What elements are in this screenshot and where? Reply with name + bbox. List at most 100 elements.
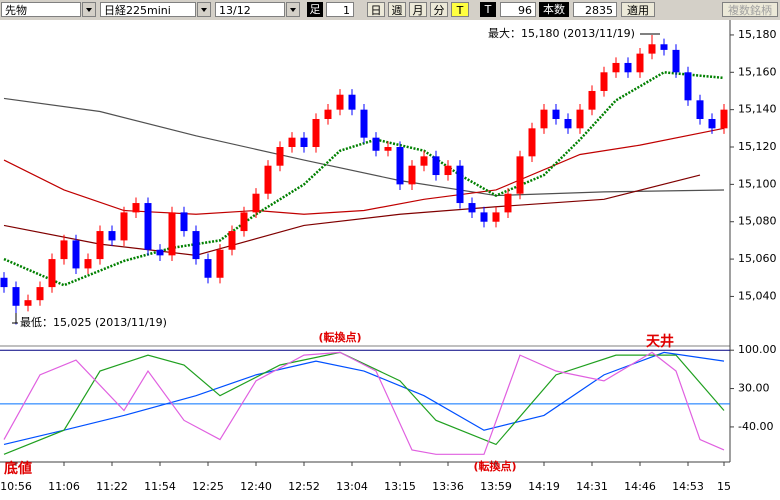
candle-body [48, 259, 56, 288]
x-tick-label: 12:25 [192, 480, 224, 493]
week-button[interactable]: 週 [388, 2, 406, 17]
candle-body [432, 156, 440, 176]
candle-body [24, 300, 32, 306]
candle-body [552, 109, 560, 119]
y-tick-label: 15,080 [738, 215, 777, 228]
count-label: 本数 [539, 2, 569, 17]
candle-body [336, 94, 344, 110]
candle-body [0, 277, 8, 288]
candle-body [444, 165, 452, 176]
candle-body [216, 249, 224, 278]
y-tick-label: -40.00 [738, 420, 773, 433]
candle-body [516, 156, 524, 194]
candle-body [288, 137, 296, 148]
x-tick-label: 11:54 [144, 480, 176, 493]
multi-symbol-button[interactable]: 複数銘柄 [722, 2, 778, 17]
annotation: 最大：15,180 (2013/11/19) [488, 26, 635, 40]
y-tick-label: 15,140 [738, 103, 777, 116]
candle-body [300, 137, 308, 148]
candle-body [372, 137, 380, 151]
candle-body [312, 118, 320, 148]
symbol-select[interactable]: 日経225mini [100, 2, 196, 17]
candle-body [144, 203, 152, 250]
line-series [3, 351, 725, 446]
annotation: (転換点) [473, 459, 516, 473]
toolbar: 先物 日経225mini 13/12 足 1 日 週 月 分 T T 96 本数… [0, 0, 780, 20]
candle-body [576, 109, 584, 129]
dropdown-button[interactable] [286, 2, 300, 17]
count-input[interactable]: 2835 [573, 2, 617, 17]
y-tick-label: 15,180 [738, 28, 777, 41]
y-tick-label: 15,060 [738, 252, 777, 265]
candle-body [564, 118, 572, 129]
x-tick-label: 13:04 [336, 480, 368, 493]
candle-body [156, 249, 164, 256]
contract-select[interactable]: 13/12 [215, 2, 285, 17]
dropdown-button[interactable] [82, 2, 96, 17]
apply-button[interactable]: 適用 [621, 2, 655, 17]
y-tick-label: 15,160 [738, 65, 777, 78]
x-tick-label: 14:19 [528, 480, 560, 493]
candle-body [240, 212, 248, 232]
y-tick-label: 15,100 [738, 177, 777, 190]
x-tick-label: 12:40 [240, 480, 272, 493]
candle-body [264, 165, 272, 194]
tick-count-input[interactable]: 96 [500, 2, 536, 17]
candle-body [624, 62, 632, 73]
candle-body [504, 193, 512, 213]
x-tick-label: 14:31 [576, 480, 608, 493]
dropdown-button[interactable] [197, 2, 211, 17]
bar-label: 足 [307, 2, 323, 17]
candle-body [540, 109, 548, 129]
candle-body [660, 44, 668, 50]
bar-size-input[interactable]: 1 [326, 2, 354, 17]
candle-body [12, 287, 20, 306]
candle-body [384, 147, 392, 151]
candle-body [480, 212, 488, 222]
candle-body [132, 203, 140, 213]
candle-body [120, 212, 128, 241]
chart: 15,180 15,160 15,140 15,120 15,100 15,080 15,0… [0, 20, 780, 500]
candle-body [72, 240, 80, 269]
candle-body [396, 147, 404, 185]
line-series [3, 97, 725, 197]
candle-body [648, 44, 656, 54]
candle-body [708, 118, 716, 129]
line-series [3, 351, 725, 455]
candle-body [108, 231, 116, 241]
minute-button[interactable]: 分 [430, 2, 448, 17]
x-tick-label: 13:15 [384, 480, 416, 493]
candle-body [696, 100, 704, 119]
y-tick-label: 15,040 [738, 289, 777, 302]
annotation: 最低：15,025 (2013/11/19) [20, 316, 167, 329]
candle-body [168, 212, 176, 256]
candle-body [276, 147, 284, 166]
candle-body [492, 212, 500, 222]
line-series [3, 174, 701, 256]
tick-label: T [480, 2, 496, 17]
annotation: 天井 [646, 333, 674, 350]
candle-body [360, 109, 368, 138]
month-button[interactable]: 月 [409, 2, 427, 17]
candle-body [192, 231, 200, 260]
x-tick-label: 14:53 [672, 480, 704, 493]
candle-body [348, 94, 356, 110]
candle-body [204, 259, 212, 278]
candle-body [228, 231, 236, 250]
candle-body [468, 203, 476, 213]
x-tick-label: 14:46 [624, 480, 656, 493]
candle-body [636, 53, 644, 73]
y-tick-label: 30.00 [738, 382, 770, 395]
candle-body [180, 212, 188, 232]
candle-body [600, 72, 608, 91]
y-tick-label: 15,120 [738, 140, 777, 153]
candle-body [84, 259, 92, 269]
day-button[interactable]: 日 [367, 2, 385, 17]
x-tick-label: 13:36 [432, 480, 464, 493]
candle-body [408, 165, 416, 185]
candle-body [36, 287, 44, 301]
market-select[interactable]: 先物 [1, 2, 81, 17]
candle-body [684, 72, 692, 101]
tick-button[interactable]: T [451, 2, 469, 17]
